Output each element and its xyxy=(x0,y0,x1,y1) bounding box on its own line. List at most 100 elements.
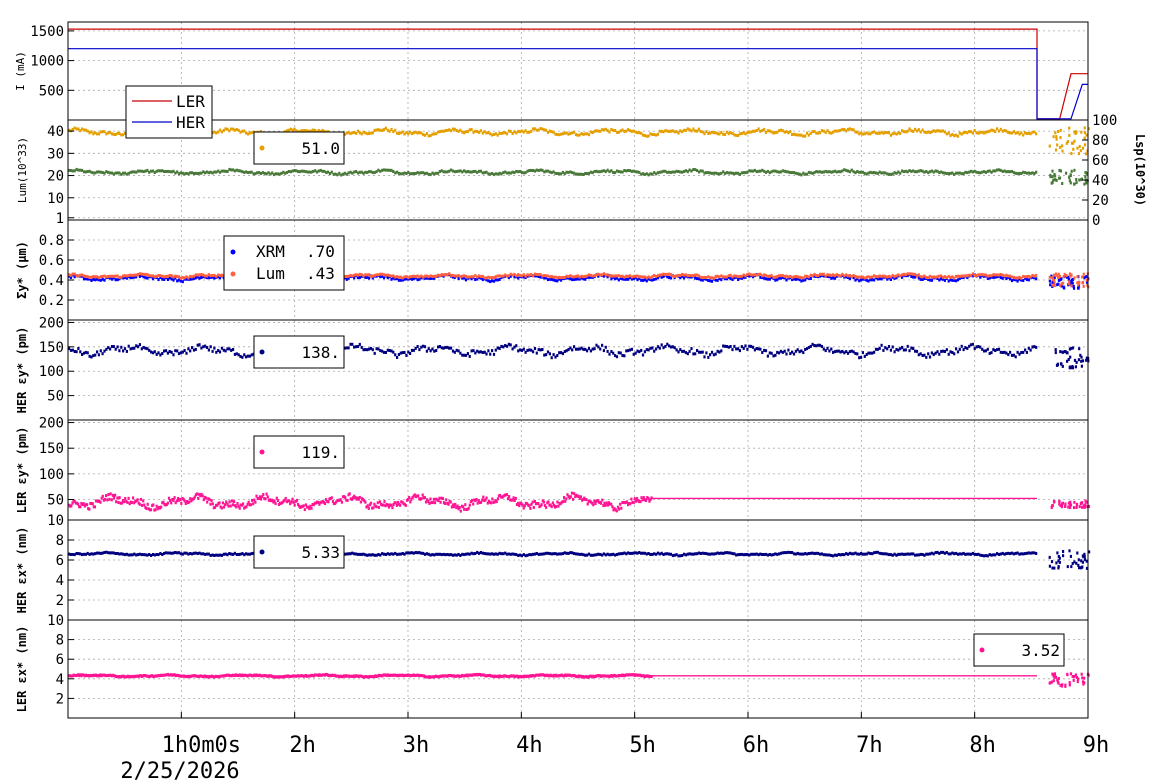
data-point xyxy=(345,274,348,278)
data-point xyxy=(604,127,607,131)
data-point xyxy=(274,675,277,679)
data-point xyxy=(804,172,807,176)
data-point xyxy=(856,170,859,173)
data-point xyxy=(966,131,969,135)
data-point xyxy=(968,170,971,174)
data-point xyxy=(901,552,904,556)
data-point xyxy=(442,170,445,174)
data-point xyxy=(209,170,212,174)
data-point xyxy=(433,172,436,176)
data-point xyxy=(364,170,367,174)
data-point xyxy=(949,278,952,282)
data-point xyxy=(1027,278,1030,282)
legend-swatch xyxy=(979,647,985,653)
data-point xyxy=(955,551,958,555)
data-point xyxy=(355,497,358,501)
data-point xyxy=(623,501,626,505)
data-point xyxy=(423,276,427,280)
data-point xyxy=(103,274,106,278)
data-point xyxy=(392,276,395,280)
data-point xyxy=(92,171,95,175)
data-point xyxy=(714,274,717,278)
data-point xyxy=(131,274,134,277)
data-point xyxy=(399,503,402,507)
data-point xyxy=(668,170,671,174)
data-point xyxy=(379,272,382,276)
x-tick-label: 9h xyxy=(1083,733,1110,758)
data-point xyxy=(118,349,121,353)
data-point xyxy=(744,274,747,278)
data-point xyxy=(502,552,505,556)
data-point xyxy=(778,552,781,556)
data-point xyxy=(110,551,114,555)
data-point xyxy=(630,497,633,501)
data-point xyxy=(545,551,548,555)
data-point xyxy=(725,345,728,348)
data-point xyxy=(612,552,615,556)
data-point xyxy=(517,276,520,280)
data-point xyxy=(291,169,294,173)
data-point xyxy=(1085,278,1088,282)
data-point xyxy=(192,348,196,352)
data-point xyxy=(308,170,311,174)
data-point xyxy=(575,493,578,497)
data-point xyxy=(977,552,980,556)
data-point xyxy=(577,495,580,498)
data-point xyxy=(420,674,423,677)
data-point xyxy=(658,552,661,556)
data-point xyxy=(634,499,637,503)
data-point xyxy=(284,171,287,175)
data-point xyxy=(934,169,937,173)
data-point xyxy=(423,345,427,349)
x-tick-label: 5h xyxy=(629,733,656,758)
data-point xyxy=(994,553,997,557)
data-point xyxy=(979,345,982,349)
y-axis-label: LER εx* (nm) xyxy=(15,626,29,713)
data-point xyxy=(397,275,400,279)
data-point xyxy=(295,169,298,173)
data-point xyxy=(99,349,102,353)
data-point xyxy=(564,499,567,503)
data-point xyxy=(656,551,660,555)
data-point xyxy=(755,552,758,556)
data-point xyxy=(312,128,315,132)
data-point xyxy=(983,273,986,277)
data-point xyxy=(934,551,937,555)
y-tick-label: 100 xyxy=(39,364,64,380)
data-point xyxy=(686,170,689,174)
data-point xyxy=(1068,133,1071,137)
data-point xyxy=(107,551,110,555)
data-point xyxy=(142,272,145,276)
data-point xyxy=(325,498,328,502)
data-point xyxy=(386,273,389,277)
data-point xyxy=(97,132,100,136)
data-point xyxy=(356,129,359,133)
data-point xyxy=(533,274,537,278)
data-point xyxy=(435,552,438,556)
data-point xyxy=(243,353,246,357)
data-point xyxy=(262,493,265,496)
data-point xyxy=(464,130,468,134)
data-point xyxy=(355,674,358,678)
data-point xyxy=(459,169,462,173)
data-point xyxy=(1052,679,1055,683)
data-point xyxy=(190,499,193,503)
data-point xyxy=(422,171,425,175)
data-point xyxy=(584,347,587,351)
data-point xyxy=(863,132,866,136)
data-point xyxy=(646,674,649,678)
data-point xyxy=(837,129,840,133)
data-point xyxy=(1069,181,1072,185)
data-point xyxy=(630,275,633,279)
data-point xyxy=(968,130,971,133)
data-point xyxy=(409,172,412,176)
data-point xyxy=(259,674,263,678)
data-point xyxy=(180,501,183,505)
data-point xyxy=(614,274,617,278)
data-point xyxy=(202,170,205,174)
data-point xyxy=(123,347,127,351)
data-point xyxy=(472,130,475,134)
data-point xyxy=(828,170,831,174)
data-point xyxy=(517,170,520,174)
data-point xyxy=(92,354,95,358)
